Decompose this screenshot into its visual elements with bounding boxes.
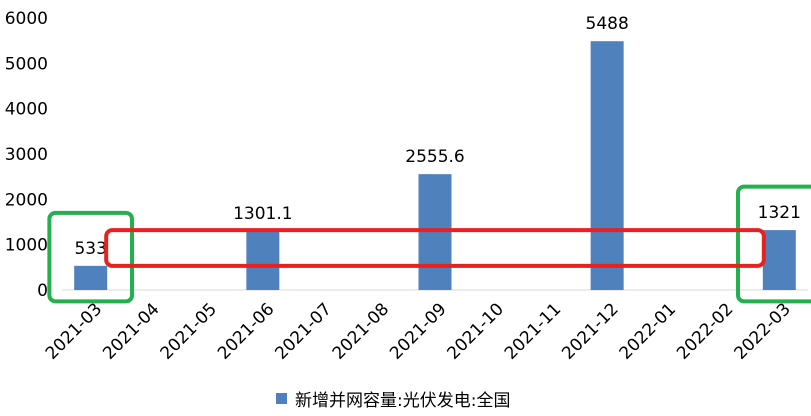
bar-series <box>74 41 796 291</box>
data-label: 1321 <box>758 203 801 223</box>
bar <box>590 41 624 291</box>
data-label: 2555.6 <box>405 147 464 167</box>
y-tick-label: 1000 <box>5 236 48 256</box>
bar <box>762 230 796 290</box>
x-tick-label: 2021-11 <box>501 299 565 363</box>
annotation-box <box>735 184 811 304</box>
x-tick-label: 2021-05 <box>157 299 221 363</box>
legend-swatch <box>276 392 287 404</box>
y-tick-label: 6000 <box>5 9 48 29</box>
x-tick-label: 2022-02 <box>673 299 737 363</box>
y-tick-label: 0 <box>37 281 48 301</box>
x-tick-label: 2021-04 <box>99 299 163 363</box>
y-axis-ticks: 0 1000 2000 3000 4000 5000 6000 <box>5 9 48 301</box>
legend: 新增并网容量:光伏发电:全国 <box>276 386 511 411</box>
x-tick-label: 2021-06 <box>214 299 278 363</box>
annotation-box <box>104 228 766 268</box>
y-tick-label: 4000 <box>5 100 48 120</box>
x-tick-label: 2021-08 <box>329 299 393 363</box>
bar <box>246 231 280 290</box>
x-tick-label: 2022-01 <box>616 299 680 363</box>
x-tick-label: 2021-10 <box>444 299 508 363</box>
bar <box>74 265 108 290</box>
data-label: 5488 <box>586 14 629 34</box>
y-tick-label: 5000 <box>5 54 48 74</box>
legend-label: 新增并网容量:光伏发电:全国 <box>295 390 511 411</box>
x-tick-label: 2021-12 <box>558 299 622 363</box>
annotation-box <box>47 210 135 304</box>
y-tick-label: 3000 <box>5 145 48 165</box>
x-tick-label: 2021-09 <box>386 299 450 363</box>
x-tick-label: 2021-07 <box>271 299 335 363</box>
data-label: 1301.1 <box>233 204 292 224</box>
x-tick-label: 2022-03 <box>730 299 794 363</box>
y-tick-label: 2000 <box>5 190 48 210</box>
data-label: 533 <box>74 239 106 259</box>
x-tick-label: 2021-03 <box>42 299 106 363</box>
x-axis-ticks: 2021-032021-042021-052021-062021-072021-… <box>42 299 795 363</box>
data-labels: 533 1301.1 2555.6 5488 1321 <box>74 14 800 259</box>
annotation-boxes <box>47 184 811 304</box>
